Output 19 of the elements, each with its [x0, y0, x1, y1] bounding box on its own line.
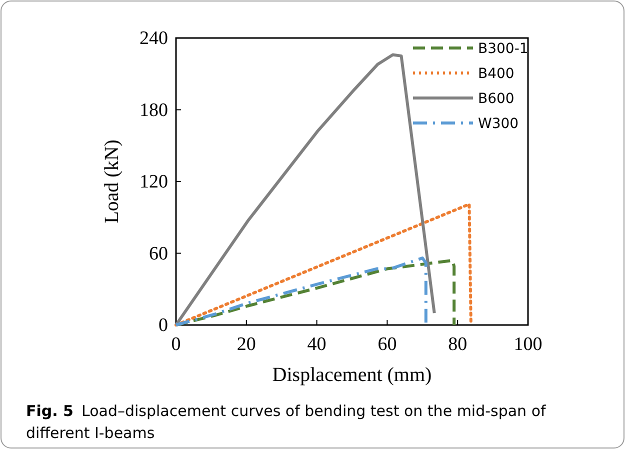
- y-tick-label: 120: [140, 172, 168, 192]
- legend-label: B600: [478, 91, 514, 107]
- x-axis-title: Displacement (mm): [272, 364, 432, 386]
- y-tick-label: 0: [158, 315, 168, 336]
- x-tick-label: 0: [171, 334, 181, 355]
- x-tick-label: 20: [236, 334, 256, 355]
- x-tick-label: 80: [448, 334, 468, 355]
- x-tick-label: 100: [514, 334, 542, 355]
- x-tick-label: 60: [378, 334, 397, 355]
- legend-label: B400: [478, 66, 514, 82]
- y-tick-label: 180: [140, 100, 168, 121]
- y-tick-label: 60: [149, 243, 168, 264]
- caption: Fig. 5 Load–displacement curves of bending test on the mid-span of different I-beams: [26, 402, 547, 442]
- y-axis-title: Load (kN): [101, 140, 123, 224]
- y-tick-label: 240: [140, 28, 168, 49]
- x-tick-label: 40: [307, 334, 326, 355]
- legend-label: W300: [478, 116, 519, 132]
- legend-label: B300-1: [478, 41, 528, 57]
- line-series: [174, 53, 436, 326]
